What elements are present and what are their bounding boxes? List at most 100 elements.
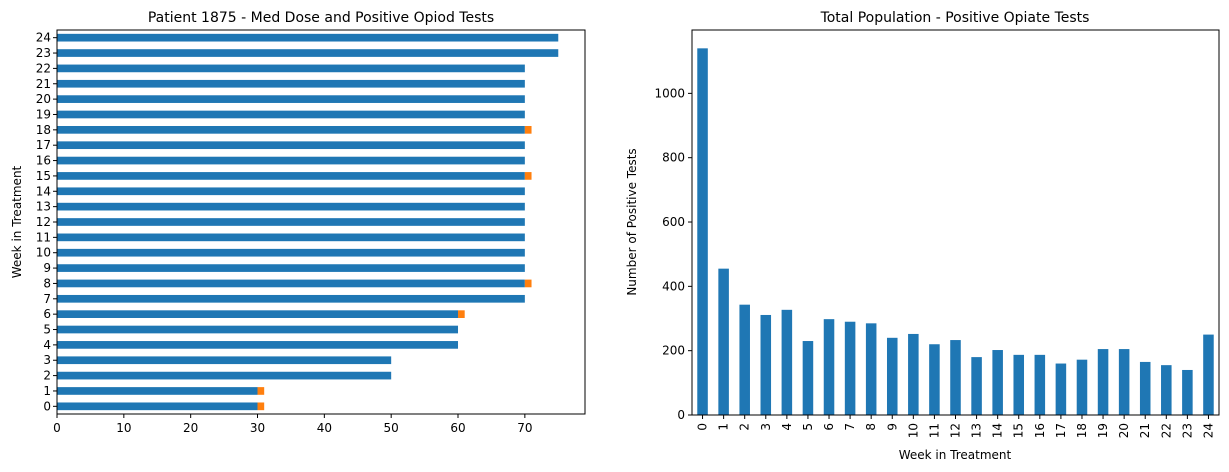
left-y-tick-label: 2 [43, 369, 51, 383]
dose-bar-week-13 [57, 202, 525, 211]
right-y-tick-label: 200 [662, 344, 685, 358]
left-y-tick-label: 20 [36, 92, 51, 106]
right-y-tick-label: 400 [662, 279, 685, 293]
positive-tests-bar-week-23 [1182, 369, 1193, 415]
left-y-tick-label: 12 [36, 215, 51, 229]
positive-tests-bar-week-1 [718, 268, 729, 415]
positive-tests-bar-week-14 [992, 350, 1003, 415]
left-x-tick-label: 10 [116, 421, 131, 435]
left-y-tick-label: 10 [36, 246, 51, 260]
left-y-tick-label: 3 [43, 353, 51, 367]
positive-tests-bar-week-12 [950, 340, 961, 415]
left-bars [57, 33, 559, 411]
left-x-tick-label: 50 [384, 421, 399, 435]
positive-tests-bar-week-21 [1139, 361, 1151, 415]
left-y-tick-label: 5 [43, 323, 51, 337]
positive-test-bar-week-8 [524, 279, 532, 288]
right-x-tick-label: 5 [801, 423, 815, 431]
positive-tests-bar-week-19 [1097, 349, 1109, 415]
positive-tests-bar-week-6 [823, 319, 835, 415]
right-x-tick-label: 20 [1117, 423, 1131, 438]
right-x-tick-label: 4 [780, 423, 794, 431]
left-y-tick-label: 16 [36, 154, 51, 168]
left-y-tick-label: 15 [36, 169, 51, 183]
patient-dose-chart: Patient 1875 - Med Dose and Positive Opi… [10, 10, 586, 435]
right-x-tick-label: 24 [1201, 423, 1215, 438]
right-chart-ylabel: Number of Positive Tests [625, 148, 639, 295]
right-x-tick-label: 10 [906, 423, 920, 438]
dose-bar-week-20 [57, 95, 525, 103]
right-x-tick-label: 22 [1159, 423, 1173, 438]
right-x-tick-label: 15 [1012, 423, 1026, 438]
left-chart-title: Patient 1875 - Med Dose and Positive Opi… [148, 10, 494, 26]
dose-bar-week-9 [57, 264, 525, 272]
dose-bar-week-19 [57, 110, 525, 119]
positive-tests-bar-week-0 [697, 48, 708, 415]
left-x-ticks: 0 10 20 30 40 50 60 70 [53, 414, 532, 435]
positive-test-bar-week-15 [524, 172, 532, 180]
positive-tests-bar-week-24 [1203, 334, 1214, 415]
positive-tests-bar-week-22 [1161, 365, 1172, 415]
dose-bar-week-18 [57, 126, 525, 134]
positive-tests-bar-week-2 [739, 304, 750, 415]
positive-tests-bar-week-13 [971, 357, 982, 415]
right-plot-frame [691, 29, 1220, 416]
dose-bar-week-22 [57, 64, 525, 73]
right-x-tick-label: 2 [738, 423, 752, 431]
positive-tests-bar-week-3 [760, 314, 772, 415]
left-x-tick-label: 0 [53, 421, 61, 435]
positive-tests-bar-week-16 [1034, 354, 1046, 415]
dose-bar-week-0 [57, 402, 258, 411]
right-x-tick-label: 0 [696, 423, 710, 431]
left-x-tick-label: 60 [450, 421, 465, 435]
left-y-tick-label: 19 [36, 107, 51, 121]
right-y-tick-label: 1000 [654, 86, 685, 100]
right-x-tick-label: 19 [1096, 423, 1110, 438]
left-y-tick-label: 1 [43, 384, 51, 398]
positive-tests-bar-week-15 [1013, 354, 1025, 415]
right-y-ticks: 0 200 400 600 800 1000 [654, 86, 692, 422]
dose-bar-week-2 [57, 371, 392, 380]
dose-bar-week-5 [57, 325, 459, 334]
left-x-tick-label: 40 [317, 421, 332, 435]
left-x-tick-label: 30 [250, 421, 265, 435]
positive-test-bar-week-18 [524, 126, 532, 134]
right-x-tick-label: 7 [843, 423, 857, 431]
left-y-tick-label: 0 [43, 399, 51, 413]
left-y-tick-label: 14 [36, 184, 51, 198]
positive-tests-bar-week-10 [908, 333, 919, 415]
right-x-tick-label: 3 [759, 423, 773, 431]
right-y-tick-label: 800 [662, 151, 685, 165]
right-x-tick-label: 12 [949, 423, 963, 438]
left-y-tick-label: 22 [36, 61, 51, 75]
positive-test-bar-week-6 [458, 310, 465, 318]
right-x-tick-label: 23 [1180, 423, 1194, 438]
right-x-tick-label: 6 [822, 423, 836, 431]
left-y-tick-label: 11 [36, 230, 51, 244]
positive-tests-bar-week-4 [781, 309, 793, 415]
positive-tests-bar-week-8 [865, 323, 877, 415]
positive-test-bar-week-1 [257, 387, 265, 395]
left-y-tick-label: 24 [36, 31, 51, 45]
left-plot-frame [56, 29, 586, 415]
right-x-tick-label: 9 [885, 423, 899, 431]
dose-bar-week-14 [57, 187, 525, 196]
left-y-tick-label: 18 [36, 123, 51, 137]
positive-tests-bar-week-11 [929, 344, 940, 415]
right-chart-title: Total Population - Positive Opiate Tests [820, 10, 1090, 26]
population-positive-chart: Total Population - Positive Opiate Tests… [625, 10, 1220, 462]
left-y-tick-label: 9 [43, 261, 51, 275]
right-x-tick-label: 21 [1138, 423, 1152, 438]
left-y-tick-label: 8 [43, 276, 51, 290]
left-y-tick-label: 4 [43, 338, 51, 352]
dose-bar-week-10 [57, 248, 525, 257]
left-y-tick-label: 21 [36, 77, 51, 91]
dose-bar-week-21 [57, 79, 525, 88]
right-x-tick-label: 13 [970, 423, 984, 438]
right-bars [697, 48, 1214, 415]
right-x-tick-label: 18 [1075, 423, 1089, 438]
positive-tests-bar-week-7 [844, 321, 856, 415]
left-y-tick-label: 23 [36, 46, 51, 60]
